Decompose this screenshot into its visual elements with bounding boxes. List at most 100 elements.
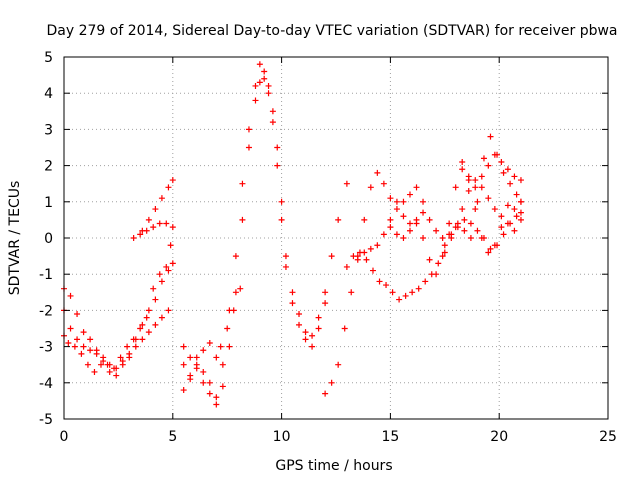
data-point bbox=[219, 361, 226, 368]
data-point bbox=[402, 292, 409, 299]
series-7 bbox=[180, 75, 329, 401]
data-point bbox=[491, 242, 498, 249]
data-point bbox=[380, 180, 387, 187]
data-point bbox=[517, 198, 524, 205]
data-point bbox=[406, 191, 413, 198]
data-point bbox=[200, 347, 207, 354]
data-point bbox=[145, 307, 152, 314]
data-point bbox=[165, 307, 172, 314]
x-tick-label: 5 bbox=[168, 429, 177, 445]
data-point bbox=[504, 202, 511, 209]
series-12 bbox=[387, 158, 524, 278]
y-tick-label: 3 bbox=[44, 122, 53, 138]
data-point bbox=[139, 321, 146, 328]
x-tick-label: 20 bbox=[490, 429, 508, 445]
data-point bbox=[278, 198, 285, 205]
data-point bbox=[226, 343, 233, 350]
data-point bbox=[500, 231, 507, 238]
data-point bbox=[137, 325, 144, 332]
data-point bbox=[498, 213, 505, 220]
data-point bbox=[409, 289, 416, 296]
data-point bbox=[87, 347, 94, 354]
data-point bbox=[78, 350, 85, 357]
data-point bbox=[104, 361, 111, 368]
data-point bbox=[137, 231, 144, 238]
data-point bbox=[245, 144, 252, 151]
x-tick-labels: 0 5 10 15 20 25 bbox=[60, 429, 617, 445]
x-axis-label: GPS time / hours bbox=[275, 458, 392, 474]
data-point bbox=[117, 354, 124, 361]
data-point bbox=[158, 278, 165, 285]
y-axis-label: SDTVAR / TECUs bbox=[7, 181, 23, 296]
data-point bbox=[420, 235, 427, 241]
data-point bbox=[369, 267, 376, 274]
data-point bbox=[282, 263, 289, 270]
data-point bbox=[485, 195, 492, 202]
data-point bbox=[132, 343, 139, 350]
data-point bbox=[498, 224, 505, 231]
y-tick-labels: -5 -4 -3 -2 -1 0 1 2 3 4 5 bbox=[39, 50, 53, 428]
data-point bbox=[269, 119, 276, 126]
data-point bbox=[454, 220, 461, 227]
data-point bbox=[350, 253, 357, 260]
data-point bbox=[511, 206, 518, 213]
data-point bbox=[461, 216, 468, 223]
data-point bbox=[296, 321, 303, 328]
data-point bbox=[239, 180, 246, 187]
data-point bbox=[435, 260, 442, 267]
series-4 bbox=[130, 220, 176, 241]
data-point bbox=[328, 253, 335, 260]
data-point bbox=[152, 321, 159, 328]
data-point bbox=[478, 235, 485, 241]
data-point bbox=[93, 350, 100, 357]
data-point bbox=[511, 227, 518, 234]
data-point bbox=[500, 169, 507, 176]
data-point bbox=[367, 245, 374, 252]
data-point bbox=[111, 365, 118, 372]
data-point bbox=[239, 216, 246, 223]
data-point bbox=[328, 379, 335, 386]
data-point bbox=[374, 169, 381, 176]
data-point bbox=[74, 336, 81, 343]
data-point bbox=[485, 249, 492, 256]
data-point bbox=[363, 256, 370, 263]
y-tick-label: -2 bbox=[39, 303, 53, 319]
chart-title: Day 279 of 2014, Sidereal Day-to-day VTE… bbox=[46, 23, 617, 39]
series-6 bbox=[180, 61, 350, 408]
data-point bbox=[193, 361, 200, 368]
data-point bbox=[206, 379, 213, 386]
data-point bbox=[169, 224, 176, 231]
data-point bbox=[302, 336, 309, 343]
data-point bbox=[261, 68, 268, 75]
data-point bbox=[393, 231, 400, 238]
data-point bbox=[213, 401, 220, 408]
data-point bbox=[513, 191, 520, 198]
data-point bbox=[169, 177, 176, 184]
data-point bbox=[511, 173, 518, 180]
data-point bbox=[65, 339, 72, 346]
data-point bbox=[193, 354, 200, 361]
y-tick-label: 4 bbox=[44, 86, 53, 102]
data-point bbox=[441, 249, 448, 256]
data-point bbox=[119, 358, 126, 365]
data-point bbox=[126, 350, 133, 357]
data-point bbox=[165, 184, 172, 191]
data-point bbox=[169, 260, 176, 267]
data-point bbox=[237, 285, 244, 292]
data-point bbox=[396, 296, 403, 303]
data-point bbox=[158, 314, 165, 321]
data-point bbox=[491, 206, 498, 213]
data-point bbox=[167, 242, 174, 249]
data-point bbox=[296, 311, 303, 318]
data-point bbox=[152, 206, 159, 213]
data-point bbox=[461, 227, 468, 234]
data-point bbox=[265, 90, 272, 97]
series-13 bbox=[441, 133, 524, 249]
data-point bbox=[87, 336, 94, 343]
data-point bbox=[383, 282, 390, 289]
series-3 bbox=[61, 242, 174, 375]
data-point bbox=[130, 235, 137, 241]
data-point bbox=[487, 133, 494, 140]
data-point bbox=[400, 198, 407, 205]
